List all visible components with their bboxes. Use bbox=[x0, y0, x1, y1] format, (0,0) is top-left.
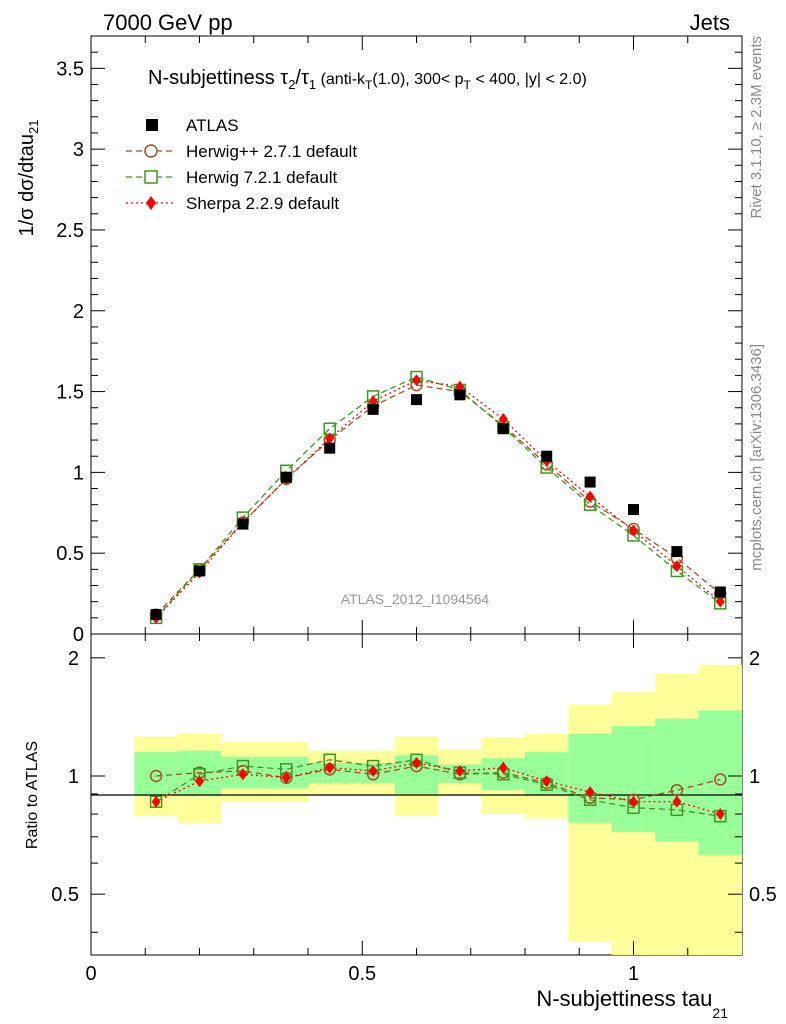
legend-label-sherpa: Sherpa 2.2.9 default bbox=[186, 194, 339, 213]
ratio-data-point bbox=[195, 775, 204, 788]
x-tick-label: 1 bbox=[628, 963, 639, 985]
y-tick-label: 0 bbox=[73, 624, 84, 646]
ratio-data-point bbox=[151, 795, 161, 808]
y-tick-label: 2.5 bbox=[56, 220, 84, 242]
ratio-data-point bbox=[498, 761, 508, 774]
ratio-tick-label-right: 1 bbox=[749, 766, 760, 788]
ratio-band-inner bbox=[568, 733, 612, 823]
y-tick-label: 3.5 bbox=[56, 58, 84, 80]
atlas-data-point bbox=[714, 586, 726, 598]
ratio-tick-label: 0.5 bbox=[51, 884, 79, 906]
atlas-data-point bbox=[280, 471, 292, 483]
ratio-band-inner bbox=[134, 752, 178, 796]
atlas-data-point bbox=[411, 394, 422, 406]
rivet-version-label: Rivet 3.1.10, ≥ 2.3M events bbox=[748, 36, 765, 219]
ratio-data-point bbox=[281, 771, 291, 784]
ratio-data-point bbox=[672, 795, 682, 808]
y-tick-label: 1 bbox=[73, 462, 84, 484]
ratio-data-point bbox=[629, 795, 638, 808]
legend-marker-herwigpp bbox=[144, 144, 158, 158]
ratio-series-line bbox=[155, 759, 721, 817]
series-line bbox=[155, 379, 721, 619]
ratio-series-line bbox=[156, 765, 721, 801]
data-point bbox=[498, 413, 508, 426]
legend-label-herwigpp: Herwig++ 2.7.1 default bbox=[186, 142, 357, 161]
legend-label-atlas: ATLAS bbox=[186, 116, 239, 135]
series-line bbox=[155, 384, 721, 616]
analysis-watermark: ATLAS_2012_I1094564 bbox=[341, 591, 490, 607]
data-point bbox=[715, 595, 725, 608]
y-tick-label: 1.5 bbox=[56, 382, 84, 404]
atlas-data-point bbox=[194, 565, 205, 577]
axis-ticks: 0 0.5 1 0 0.5 1 1.5 2 2.5 3 3.5 0.5 0.5 1 1 2 2 bbox=[51, 36, 777, 985]
atlas-data-point bbox=[628, 504, 639, 516]
ratio-data-point bbox=[585, 786, 595, 799]
ratio-uncertainty-bands bbox=[134, 664, 742, 955]
y-axis-title: 1/σ dσ/dtau21 bbox=[16, 120, 41, 237]
y-tick-label: 0.5 bbox=[56, 543, 84, 565]
atlas-data-point bbox=[584, 476, 596, 488]
ratio-data-point bbox=[149, 769, 163, 783]
ratio-data-point bbox=[368, 764, 378, 777]
ratio-data-point bbox=[542, 775, 552, 788]
data-point bbox=[629, 524, 638, 537]
y-tick-label: 3 bbox=[73, 139, 84, 161]
atlas-data-point bbox=[671, 546, 683, 558]
atlas-data-point bbox=[541, 450, 553, 462]
legend: ATLAS Herwig++ 2.7.1 default Herwig 7.2.… bbox=[126, 116, 357, 213]
x-tick-label: 0.5 bbox=[348, 963, 376, 985]
legend-marker-atlas bbox=[146, 119, 158, 131]
ratio-data-point bbox=[325, 761, 335, 774]
atlas-data-point bbox=[150, 609, 162, 621]
legend-marker-herwig7 bbox=[144, 170, 158, 184]
ratio-data-point bbox=[715, 808, 725, 821]
header-energy: 7000 GeV pp bbox=[103, 10, 233, 35]
data-point bbox=[325, 432, 335, 445]
ratio-data-point bbox=[714, 773, 727, 786]
ratio-band-inner bbox=[698, 710, 742, 855]
ratio-tick-label-right: 2 bbox=[749, 648, 760, 670]
series-line bbox=[155, 376, 721, 619]
atlas-data-point bbox=[324, 442, 336, 454]
atlas-data-point bbox=[367, 403, 379, 415]
ratio-band-inner bbox=[611, 726, 656, 833]
ratio-data-point bbox=[238, 768, 248, 781]
ratio-data-point bbox=[455, 764, 465, 777]
ratio-series bbox=[149, 753, 727, 823]
ratio-tick-label: 1 bbox=[68, 766, 79, 788]
legend-label-herwig7: Herwig 7.2.1 default bbox=[186, 168, 337, 187]
legend-marker-sherpa bbox=[146, 196, 156, 210]
plot-title: N-subjettiness τ2/τ1 (anti-kT(1.0), 300<… bbox=[148, 67, 587, 92]
ratio-tick-label-right: 0.5 bbox=[749, 884, 777, 906]
atlas-data-point bbox=[237, 518, 249, 530]
atlas-data-point bbox=[454, 389, 466, 401]
ratio-tick-label: 2 bbox=[68, 648, 79, 670]
atlas-data-point bbox=[497, 423, 509, 435]
x-axis-title: N-subjettiness tau21 bbox=[536, 986, 728, 1021]
data-point bbox=[585, 490, 595, 503]
mcplots-label: mcplots.cern.ch [arXiv:1306.3436] bbox=[748, 344, 765, 571]
ratio-data-point bbox=[412, 756, 421, 769]
ratio-band-inner bbox=[655, 718, 699, 842]
x-tick-label: 0 bbox=[85, 963, 96, 985]
data-point bbox=[672, 560, 682, 573]
y-tick-label: 2 bbox=[73, 301, 84, 323]
ratio-y-axis-title: Ratio to ATLAS bbox=[24, 741, 41, 849]
main-series bbox=[149, 370, 727, 625]
header-jets: Jets bbox=[690, 10, 730, 35]
data-point bbox=[412, 374, 421, 387]
